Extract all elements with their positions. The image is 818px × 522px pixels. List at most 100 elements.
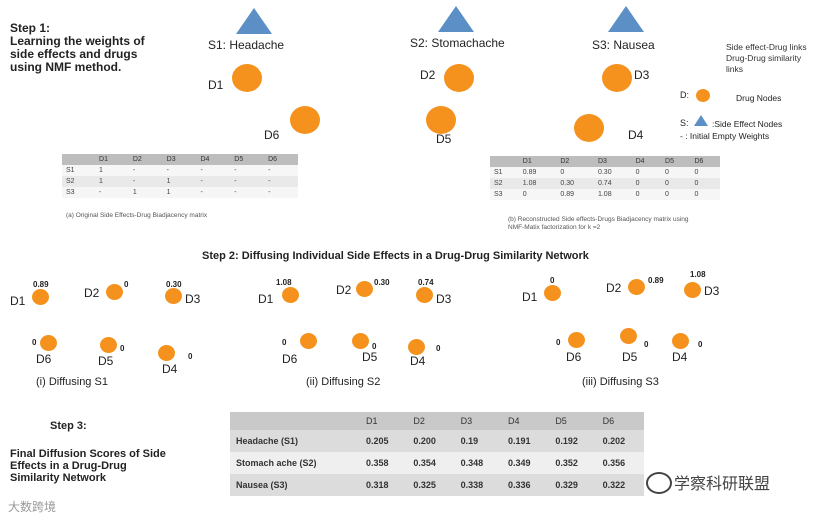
drug-label-p1-d3: D3: [185, 292, 201, 306]
drug-label-p2-d2: D2: [336, 283, 352, 297]
table-row: Nausea (S3) 0.318 0.325 0.338 0.336 0.329 0.32…: [230, 474, 644, 496]
drug-label-p1-d5: D5: [98, 354, 114, 368]
weight-p3-d3: 1.08: [690, 270, 706, 279]
table-row: S1 1- - - - -: [62, 165, 298, 176]
drug-label-d1: D1: [208, 78, 224, 92]
legend-empty-text: - : Initial Empty Weights: [680, 131, 770, 141]
legend-drug-node-icon: [696, 89, 710, 102]
drug-node-p2-d1: [282, 287, 299, 303]
table-row: S3-1 1- - -: [62, 187, 298, 198]
drug-node-p2-d2: [356, 281, 373, 297]
legend-side-effect-icon: [694, 115, 708, 126]
drug-node-p3-d1: [544, 285, 561, 301]
watermark-left: 大数跨境: [8, 500, 57, 514]
panel-caption-s1: (i) Diffusing S1: [36, 376, 108, 388]
matrix-b: D1 D2 D3 D4 D5 D6 S1 0.89 0 0.30 0 0 0 S2 1.08 0.30 0.…: [490, 156, 720, 200]
weight-p3-d6: 0: [556, 338, 561, 347]
weight-p3-d1: 0: [550, 276, 555, 285]
table-row: S3 0 0.89 1.08 0 0 0: [490, 189, 720, 200]
drug-node-p3-d3: [684, 282, 701, 298]
side-effect-label-s1: S1: Headache: [208, 38, 285, 52]
panel-caption-s3: (iii) Diffusing S3: [582, 376, 659, 388]
weight-p2-d6: 0: [282, 338, 287, 347]
wechat-icon: [646, 472, 672, 494]
step3-description: Final Diffusion Scores of Side Effects i…: [10, 448, 166, 484]
step3-title: Step 3:: [50, 420, 87, 432]
drug-label-d2: D2: [420, 68, 436, 82]
matrix-a-caption: (a) Original Side Effects-Drug Biadjacen…: [66, 212, 208, 219]
drug-label-p2-d4: D4: [410, 354, 426, 368]
drug-label-p1-d4: D4: [162, 362, 178, 376]
drug-node-d2: [444, 64, 474, 92]
legend-se-prefix: S:: [680, 118, 689, 128]
drug-label-p2-d1: D1: [258, 292, 274, 306]
drug-node-d1: [232, 64, 262, 92]
drug-node-p3-d2: [628, 279, 645, 295]
legend-drug-text: Drug Nodes: [736, 93, 782, 103]
drug-node-p1-d4: [158, 345, 175, 361]
side-effect-label-s3: S3: Nausea: [592, 38, 655, 52]
legend-drug-prefix: D:: [680, 90, 689, 100]
drug-label-p3-d5: D5: [622, 350, 638, 364]
drug-node-p3-d4: [672, 333, 689, 349]
weight-p1-d4: 0: [188, 352, 193, 361]
drug-label-p3-d1: D1: [522, 290, 538, 304]
drug-label-p2-d5: D5: [362, 350, 378, 364]
drug-label-p1-d2: D2: [84, 286, 100, 300]
drug-node-p2-d4: [408, 339, 425, 355]
weight-p1-d6: 0: [32, 338, 37, 347]
side-effect-node-s1: [236, 8, 272, 34]
drug-node-p1-d1: [32, 289, 49, 305]
weight-p2-d5: 0: [372, 342, 377, 351]
step1-title: Step 1: Learning the weights of side eff…: [10, 21, 145, 74]
final-scores-table: D1 D2 D3 D4 D5 D6 Headache (S1) 0.205 0.200 0.19…: [230, 412, 644, 496]
side-effect-node-s3: [608, 6, 644, 32]
drug-node-d6: [290, 106, 320, 134]
drug-node-p1-d2: [106, 284, 123, 300]
drug-node-p1-d5: [100, 337, 117, 353]
panel-caption-s2: (ii) Diffusing S2: [306, 376, 381, 388]
watermark-right: 学察科研联盟: [674, 476, 771, 493]
weight-p2-d3: 0.74: [418, 278, 434, 287]
drug-node-p3-d5: [620, 328, 637, 344]
side-effect-label-s2: S2: Stomachache: [410, 36, 505, 50]
side-effect-node-s2: [438, 6, 474, 32]
drug-node-p2-d3: [416, 287, 433, 303]
legend: Side effect-Drug links Drug-Drug similar…: [726, 42, 807, 74]
drug-label-d4: D4: [628, 128, 644, 142]
step2-title: Step 2: Diffusing Individual Side Effect…: [202, 250, 589, 262]
drug-label-p3-d4: D4: [672, 350, 688, 364]
drug-label-d6: D6: [264, 128, 280, 142]
weight-p3-d2: 0.89: [648, 276, 664, 285]
drug-node-p3-d6: [568, 332, 585, 348]
matrix-a: D1 D2 D3 D4 D5 D6 S1 1- - - - - S2 1-1- - - S3-1 1- - -: [62, 154, 298, 198]
table-row: S2 1-1- - -: [62, 176, 298, 187]
table-row: S1 0.89 0 0.30 0 0 0: [490, 167, 720, 178]
table-row: Stomach ache (S2) 0.358 0.354 0.348 0.349 0.3…: [230, 452, 644, 474]
drug-node-p2-d6: [300, 333, 317, 349]
legend-se-text: :Side Effect Nodes: [712, 119, 783, 129]
drug-node-p2-d5: [352, 333, 369, 349]
weight-p1-d3: 0.30: [166, 280, 182, 289]
drug-label-d5: D5: [436, 132, 452, 146]
drug-label-p1-d1: D1: [10, 294, 26, 308]
drug-label-p3-d2: D2: [606, 281, 622, 295]
drug-node-d5: [426, 106, 456, 134]
weight-p3-d4: 0: [698, 340, 703, 349]
matrix-b-caption: (b) Reconstructed Side effects-Drugs Bia…: [508, 216, 689, 231]
table-row: Headache (S1) 0.205 0.200 0.19 0.191 0.192 0.2…: [230, 430, 644, 452]
weight-p2-d1: 1.08: [276, 278, 292, 287]
drug-node-d3: [602, 64, 632, 92]
weight-p3-d5: 0: [644, 340, 649, 349]
drug-label-p3-d3: D3: [704, 284, 720, 298]
table-row: S2 1.08 0.30 0.74 0 0 0: [490, 178, 720, 189]
drug-label-p2-d6: D6: [282, 352, 298, 366]
drug-node-p1-d6: [40, 335, 57, 351]
weight-p1-d1: 0.89: [33, 280, 49, 289]
drug-label-d3: D3: [634, 68, 650, 82]
weight-p1-d2: 0: [124, 280, 129, 289]
weight-p1-d5: 0: [120, 344, 125, 353]
drug-node-d4: [574, 114, 604, 142]
weight-p2-d4: 0: [436, 344, 441, 353]
drug-label-p3-d6: D6: [566, 350, 582, 364]
